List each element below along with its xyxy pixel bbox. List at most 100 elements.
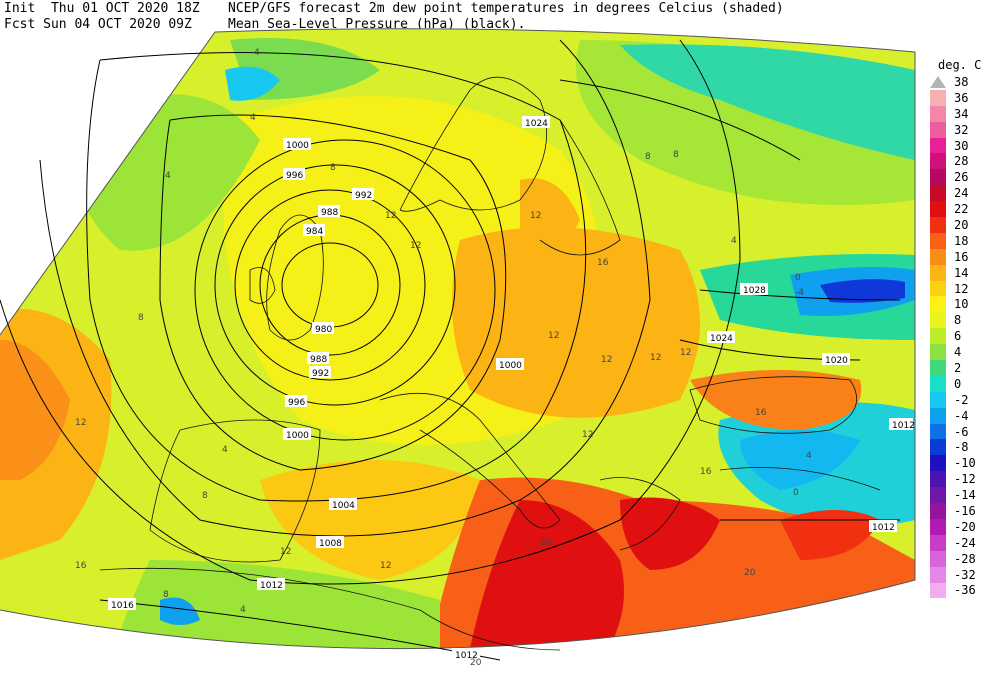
svg-text:1012: 1012 — [260, 581, 283, 591]
legend-swatch — [930, 503, 946, 519]
legend-swatch — [930, 360, 946, 376]
legend-swatch — [930, 75, 946, 88]
legend-row: 32 — [930, 121, 1000, 138]
coastlines — [99, 76, 881, 651]
legend-swatch — [930, 328, 946, 345]
dewpoint-labels: 4 4 8 12 12 16 12 12 12 12 12 12 16 16 2… — [75, 48, 812, 668]
dewpoint-label: 0 — [793, 488, 799, 498]
dewpoint-label: 4 — [731, 236, 737, 246]
legend-swatch — [930, 105, 946, 122]
legend-row: 14 — [930, 264, 1000, 281]
svg-text:1024: 1024 — [710, 334, 733, 344]
init-time: Init Thu 01 OCT 2020 18Z — [4, 1, 200, 16]
legend-row: -20 — [930, 518, 1000, 535]
legend-unit: deg. C — [938, 58, 982, 72]
legend-row: -24 — [930, 534, 1000, 551]
isobar-labels: 1000 996 992 988 984 980 988 992 996 100… — [108, 116, 915, 661]
legend-row: 36 — [930, 89, 1000, 106]
svg-text:992: 992 — [312, 369, 329, 379]
legend-swatch — [930, 248, 946, 265]
legend-label: -10 — [954, 456, 976, 471]
legend-row: -28 — [930, 550, 1000, 567]
dewpoint-label: 4 — [222, 445, 228, 455]
isobars — [0, 39, 901, 661]
legend-row: 10 — [930, 296, 1000, 313]
legend-label: 0 — [954, 376, 962, 391]
legend-row: 34 — [930, 105, 1000, 122]
legend-row: -36 — [930, 582, 1000, 599]
isobar-label: 1024 — [707, 331, 735, 344]
legend-swatch — [930, 439, 946, 456]
dewpoint-label: 12 — [380, 561, 391, 571]
legend-swatch — [930, 280, 946, 297]
legend-label: -16 — [954, 503, 976, 518]
svg-text:1000: 1000 — [286, 431, 309, 441]
dewpoint-label: 12 — [582, 430, 593, 440]
dewpoint-label: 8 — [673, 150, 679, 160]
legend-row: -14 — [930, 487, 1000, 504]
legend-label: 18 — [954, 233, 969, 248]
isobar-label: 1012 — [889, 418, 915, 431]
legend-swatch — [930, 550, 946, 567]
svg-text:992: 992 — [355, 191, 372, 201]
dewpoint-label: 16 — [75, 561, 87, 571]
svg-text:988: 988 — [321, 208, 338, 218]
dewpoint-label: 4 — [165, 171, 171, 181]
legend-row: 0 — [930, 375, 1000, 392]
isobar-label: 984 — [303, 224, 325, 237]
dewpoint-label: 20 — [744, 568, 756, 578]
svg-text:1004: 1004 — [332, 501, 355, 511]
legend-row: -10 — [930, 455, 1000, 472]
legend-row: 6 — [930, 328, 1000, 345]
legend-row: -32 — [930, 566, 1000, 583]
legend-swatch — [930, 232, 946, 249]
legend-row: 28 — [930, 153, 1000, 170]
dewpoint-label: 16 — [597, 258, 609, 268]
legend-swatch — [930, 566, 946, 583]
legend-swatch — [930, 312, 946, 329]
legend-swatch — [930, 153, 946, 170]
svg-text:1000: 1000 — [286, 141, 309, 151]
legend-label: -6 — [954, 424, 969, 439]
svg-text:1012: 1012 — [455, 651, 478, 661]
legend-label: 30 — [954, 138, 969, 153]
isobar-label: 1000 — [496, 358, 524, 371]
dewpoint-label: 8 — [330, 163, 336, 173]
svg-text:1016: 1016 — [111, 601, 134, 611]
dewpoint-label: 8 — [138, 313, 144, 323]
dewpoint-label: 12 — [280, 547, 291, 557]
chart-subtitle: Mean Sea-Level Pressure (hPa) (black). — [228, 17, 526, 32]
legend-swatch — [930, 201, 946, 218]
legend-swatch — [930, 121, 946, 138]
dewpoint-label: 8 — [645, 152, 651, 162]
legend-label: 28 — [954, 154, 969, 169]
legend-row: 20 — [930, 217, 1000, 233]
dewpoint-label: 8 — [202, 491, 208, 501]
legend-label: 14 — [954, 265, 969, 280]
isobar-label: 988 — [307, 352, 329, 365]
dewpoint-label: 4 — [250, 113, 256, 123]
isobar-label: 1024 — [522, 116, 550, 129]
legend-label: 6 — [954, 329, 962, 344]
legend-label: -2 — [954, 392, 969, 407]
isobar-label: 1012 — [452, 648, 480, 661]
dewpoint-label: 16 — [755, 408, 767, 418]
svg-text:996: 996 — [288, 398, 305, 408]
dewpoint-label: 20 — [540, 538, 552, 548]
dewpoint-label: 12 — [548, 331, 559, 341]
legend-swatch — [930, 89, 946, 106]
legend-swatch — [930, 217, 946, 233]
legend-label: 34 — [954, 106, 969, 121]
legend-label: 38 — [954, 74, 969, 89]
legend-swatch — [930, 471, 946, 488]
legend-label: 10 — [954, 297, 969, 312]
legend-swatch — [930, 487, 946, 504]
isobar-label: 1012 — [869, 520, 897, 533]
svg-text:1008: 1008 — [319, 539, 342, 549]
legend-label: 4 — [954, 345, 962, 360]
legend-row: -4 — [930, 407, 1000, 424]
svg-text:984: 984 — [306, 227, 323, 237]
svg-text:980: 980 — [315, 325, 332, 335]
svg-text:996: 996 — [286, 171, 303, 181]
